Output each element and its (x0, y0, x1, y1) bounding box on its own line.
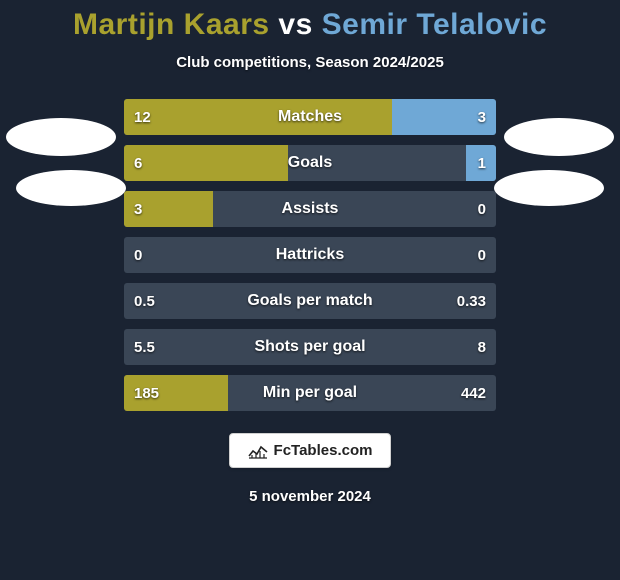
chart-icon (248, 443, 268, 459)
player1-club-placeholder (16, 170, 126, 206)
title-player2: Semir Telalovic (322, 8, 547, 41)
stat-row: 30Assists (124, 191, 496, 227)
date-label: 5 november 2024 (249, 488, 371, 505)
comparison-bars: 123Matches 61Goals 30Assists 00Hattricks 0.5… (124, 99, 496, 411)
stat-row: 5.58Shots per goal (124, 329, 496, 365)
player2-avatar-placeholder (504, 118, 614, 156)
stat-fill-player1 (124, 375, 228, 411)
player2-club-placeholder (494, 170, 604, 206)
stat-row: 0.50.33Goals per match (124, 283, 496, 319)
stat-fill-player1 (124, 145, 288, 181)
title-player1: Martijn Kaars (73, 8, 270, 41)
stat-fill-player2 (392, 99, 496, 135)
title-vs: vs (278, 8, 312, 41)
stat-row: 185442Min per goal (124, 375, 496, 411)
page-title: Martijn Kaars vs Semir Telalovic (73, 8, 547, 42)
stat-track (124, 283, 496, 319)
stat-row: 123Matches (124, 99, 496, 135)
comparison-card: Martijn Kaars vs Semir Telalovic Club co… (0, 0, 620, 580)
subtitle: Club competitions, Season 2024/2025 (176, 54, 444, 71)
source-badge[interactable]: FcTables.com (229, 433, 392, 468)
stat-fill-player2 (466, 145, 496, 181)
stat-row: 61Goals (124, 145, 496, 181)
stat-fill-player1 (124, 191, 213, 227)
player1-avatar-placeholder (6, 118, 116, 156)
stat-track (124, 329, 496, 365)
source-badge-text: FcTables.com (274, 442, 373, 459)
stat-track (124, 237, 496, 273)
stat-row: 00Hattricks (124, 237, 496, 273)
stat-fill-player1 (124, 99, 392, 135)
